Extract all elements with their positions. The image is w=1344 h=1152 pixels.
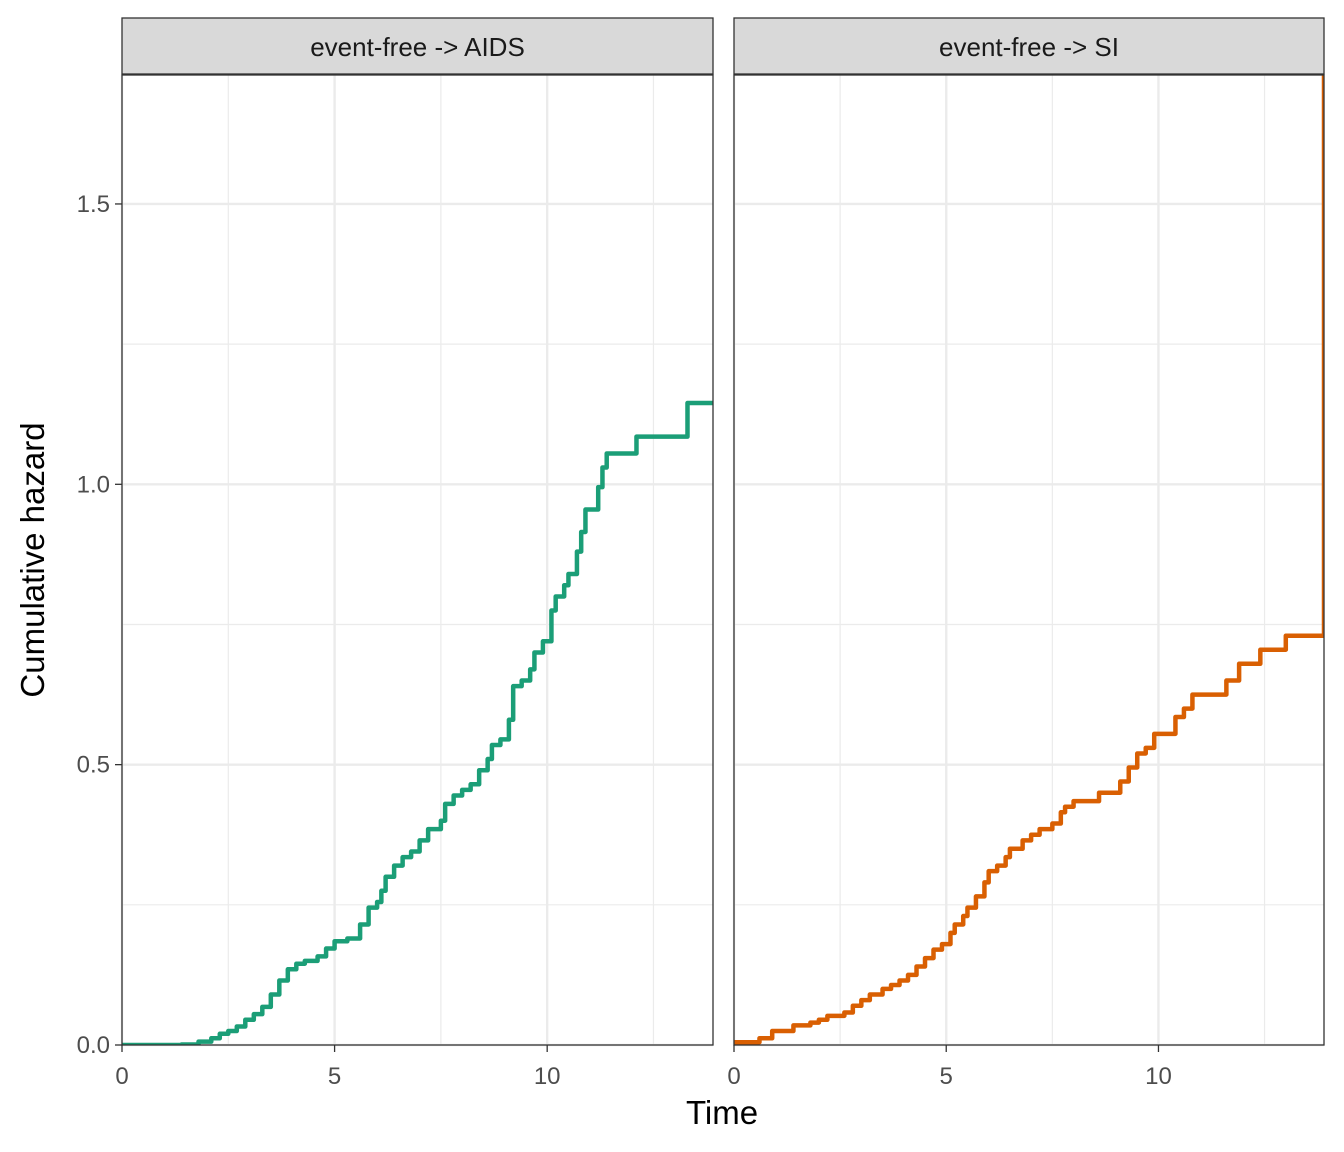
x-axis-title: Time (686, 1094, 758, 1131)
facet-panel-1: event-free -> AIDS 0 5 10 (115, 17, 714, 1090)
y-axis: 0.0 0.5 1.0 1.5 (77, 191, 122, 1059)
hazard-series-line (734, 75, 1324, 1045)
x-tick-label: 0 (727, 1063, 740, 1090)
facet-panels: event-free -> AIDS 0 5 10 event-free -> SI 0 5… (115, 17, 1325, 1090)
x-tick-label: 0 (115, 1063, 128, 1090)
facet-strip-label: event-free -> SI (939, 32, 1119, 62)
facet-panel-2: event-free -> SI 0 5 10 (727, 17, 1325, 1090)
y-tick-label: 0.5 (77, 752, 110, 779)
hazard-series-line (122, 400, 713, 1045)
panel-border (733, 74, 1325, 1046)
x-tick-label: 10 (534, 1063, 561, 1090)
facet-strip (733, 17, 1325, 75)
facet-strip-label: event-free -> AIDS (310, 32, 525, 62)
y-tick-label: 0.0 (77, 1032, 110, 1059)
plot-background (122, 75, 713, 1045)
x-tick-label: 5 (328, 1063, 341, 1090)
x-tick-label: 10 (1145, 1063, 1172, 1090)
y-tick-label: 1.5 (77, 191, 110, 218)
panel-border (121, 74, 714, 1046)
x-tick-label: 5 (940, 1063, 953, 1090)
y-tick-label: 1.0 (77, 471, 110, 498)
plot-background (734, 75, 1324, 1045)
y-axis-title: Cumulative hazard (14, 422, 51, 697)
facet-strip (121, 17, 714, 75)
